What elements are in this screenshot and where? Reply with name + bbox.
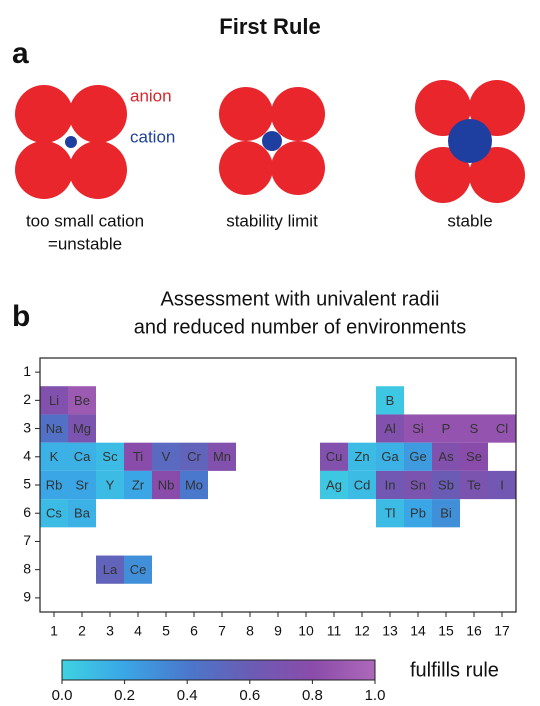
x-tick-label: 8: [246, 623, 254, 639]
cell-label: Cl: [496, 421, 508, 436]
caption: =unstable: [48, 234, 122, 253]
cell-label: Ce: [130, 562, 147, 577]
x-tick-label: 10: [298, 623, 314, 639]
colorbar-tick-label: 1.0: [365, 687, 386, 704]
x-tick-label: 3: [106, 623, 114, 639]
cell-label: Y: [106, 477, 115, 492]
cell-label: Sb: [438, 477, 454, 492]
colorbar-tick-label: 0.6: [239, 687, 260, 704]
x-tick-label: 11: [327, 623, 342, 639]
caption: stable: [447, 211, 492, 230]
cell-label: Cu: [326, 449, 343, 464]
y-tick-label: 5: [23, 476, 31, 492]
x-tick-label: 15: [438, 623, 454, 639]
chart-title: Assessment with univalent radii: [160, 288, 439, 310]
figure: First Rule a anion cation too small cati…: [0, 0, 540, 706]
panel-label: a: [12, 37, 29, 70]
cell-label: Ba: [74, 506, 91, 521]
cell-label: Cd: [354, 477, 371, 492]
figure-title: First Rule: [219, 14, 320, 39]
cell-label: Te: [467, 477, 481, 492]
x-tick-label: 14: [410, 623, 426, 639]
x-tick-label: 13: [382, 623, 398, 639]
cell-label: Ti: [133, 449, 143, 464]
x-tick-label: 12: [354, 623, 370, 639]
cell-label: Na: [46, 421, 63, 436]
cell-label: Pb: [410, 506, 426, 521]
cell-label: V: [162, 449, 171, 464]
y-tick-label: 7: [23, 532, 31, 548]
cell-label: Li: [49, 393, 59, 408]
colorbar-tick-label: 0.0: [52, 687, 73, 704]
cell-label: Ca: [74, 449, 91, 464]
cell-label: Se: [466, 449, 482, 464]
colorbar-tick-label: 0.2: [114, 687, 135, 704]
colorbar-tick-label: 0.8: [302, 687, 323, 704]
cell-label: Mo: [185, 477, 203, 492]
y-tick-label: 9: [23, 589, 31, 605]
cell-label: As: [438, 449, 454, 464]
cell-label: I: [500, 477, 504, 492]
cell-label: Nb: [158, 477, 175, 492]
y-tick-label: 8: [23, 560, 31, 576]
caption: stability limit: [226, 211, 318, 230]
x-tick-label: 16: [466, 623, 482, 639]
y-tick-label: 2: [23, 391, 31, 407]
y-tick-label: 3: [23, 419, 31, 435]
cell-label: Ag: [326, 477, 342, 492]
cell-label: Si: [412, 421, 424, 436]
x-tick-label: 6: [190, 623, 198, 639]
x-tick-label: 17: [494, 623, 510, 639]
cell-label: Sn: [410, 477, 426, 492]
cation-label: cation: [130, 127, 175, 146]
colorbar-tick-label: 0.4: [177, 687, 198, 704]
cell-label: Rb: [46, 477, 63, 492]
cell-label: In: [385, 477, 396, 492]
cell-label: Cs: [46, 506, 62, 521]
colorbar: [62, 660, 375, 680]
cell-label: Zn: [354, 449, 369, 464]
cell-label: Ge: [409, 449, 426, 464]
cell-label: K: [50, 449, 59, 464]
cell-label: Al: [384, 421, 396, 436]
anion-label: anion: [130, 86, 172, 105]
cell-label: Cr: [187, 449, 201, 464]
chart-title: and reduced number of environments: [134, 316, 466, 338]
cell-label: Mn: [213, 449, 231, 464]
x-tick-label: 9: [274, 623, 282, 639]
cell-label: Zr: [132, 477, 145, 492]
x-tick-label: 2: [78, 623, 86, 639]
y-tick-label: 4: [23, 447, 31, 463]
cell-label: B: [386, 393, 395, 408]
x-tick-label: 5: [162, 623, 170, 639]
y-tick-label: 1: [23, 363, 31, 379]
y-tick-label: 6: [23, 504, 31, 520]
cell-label: Sc: [102, 449, 118, 464]
panel-label: b: [12, 300, 30, 333]
cell-label: Sr: [76, 477, 90, 492]
cell-label: Mg: [73, 421, 91, 436]
x-tick-label: 7: [218, 623, 226, 639]
cell-label: Tl: [385, 506, 396, 521]
cell-label: La: [103, 562, 118, 577]
cell-label: Ga: [381, 449, 399, 464]
colorbar-label: fulfills rule: [410, 659, 499, 681]
cell-label: Bi: [440, 506, 452, 521]
cell-label: P: [442, 421, 451, 436]
cell-label: S: [470, 421, 479, 436]
x-tick-label: 1: [50, 623, 58, 639]
caption: too small cation: [26, 211, 144, 230]
cell-label: Be: [74, 393, 90, 408]
x-tick-label: 4: [134, 623, 142, 639]
